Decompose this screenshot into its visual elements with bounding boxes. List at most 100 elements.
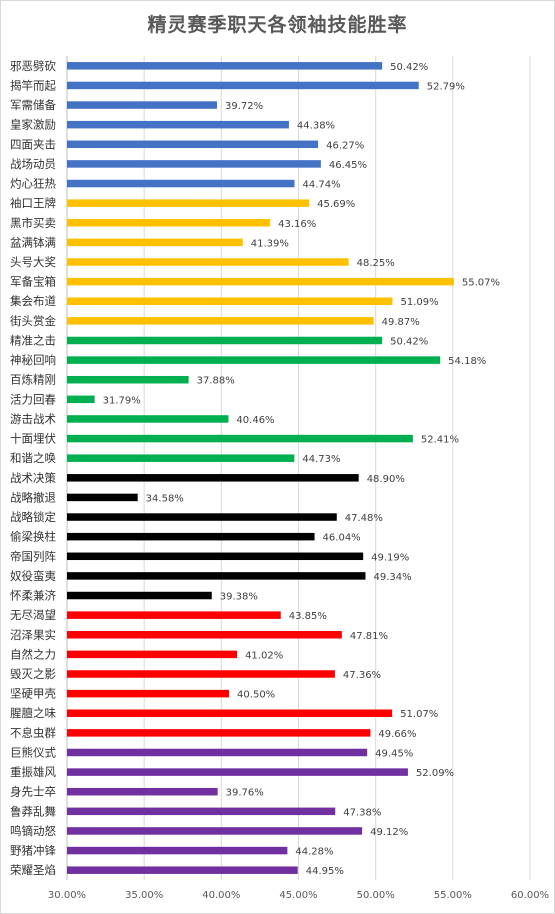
- bar: [67, 415, 229, 423]
- bar: [67, 670, 335, 678]
- category-label: 坚硬甲壳: [10, 687, 56, 701]
- category-label: 鸣镝动怒: [10, 824, 56, 838]
- category-label: 不息虫群: [10, 726, 56, 740]
- x-tick-label: 40.00%: [202, 890, 240, 901]
- category-label: 战略锁定: [10, 510, 56, 524]
- category-label: 腥膻之味: [10, 706, 56, 720]
- bar: [67, 375, 189, 384]
- data-label: 31.79%: [103, 395, 141, 406]
- category-label: 野猪冲锋: [10, 844, 56, 858]
- category-label: 活力回春: [10, 392, 56, 406]
- category-label: 重振雄风: [10, 765, 56, 779]
- bar: [67, 101, 218, 109]
- category-label: 战略撤退: [10, 490, 56, 504]
- data-label: 39.76%: [226, 788, 264, 799]
- category-label: 巨熊仪式: [10, 745, 56, 759]
- bar: [67, 454, 295, 462]
- category-label: 百炼精刚: [10, 373, 56, 387]
- category-label: 袖口王牌: [10, 196, 56, 210]
- data-label: 46.04%: [323, 533, 361, 544]
- category-label: 战术决策: [10, 471, 56, 485]
- data-label: 49.45%: [375, 748, 413, 759]
- data-label: 46.27%: [326, 140, 364, 151]
- data-label: 44.95%: [306, 866, 344, 877]
- category-label: 荣耀圣焰: [10, 863, 56, 877]
- data-label: 55.07%: [462, 278, 500, 289]
- category-label: 十面埋伏: [10, 432, 56, 446]
- bar: [67, 179, 295, 188]
- category-label: 沼泽果实: [10, 628, 56, 642]
- category-label: 帝国列阵: [10, 549, 56, 563]
- x-tick-label: 35.00%: [125, 890, 163, 901]
- category-label: 怀柔兼济: [10, 589, 56, 603]
- category-label: 黑市买卖: [10, 216, 56, 230]
- data-label: 39.72%: [225, 101, 263, 112]
- bar: [67, 317, 374, 325]
- data-label: 52.79%: [427, 81, 465, 92]
- bar: [67, 219, 271, 227]
- data-label: 44.38%: [297, 121, 335, 132]
- data-label: 48.90%: [367, 474, 405, 485]
- bar: [67, 277, 454, 286]
- bar: [67, 729, 371, 737]
- category-label: 头号大奖: [10, 255, 56, 269]
- data-label: 51.09%: [400, 297, 438, 308]
- data-label: 51.07%: [400, 709, 438, 720]
- bar: [67, 689, 230, 698]
- data-label: 47.48%: [345, 513, 383, 524]
- data-label: 43.85%: [289, 611, 327, 622]
- bar: [67, 807, 336, 816]
- data-label: 49.87%: [382, 317, 420, 328]
- category-label: 游击战术: [10, 412, 56, 426]
- data-label: 44.74%: [302, 180, 340, 191]
- bar: [67, 160, 321, 168]
- bar: [67, 395, 95, 404]
- bar: [67, 709, 393, 717]
- category-label: 偷梁换柱: [10, 530, 56, 544]
- category-label: 军需储备: [10, 98, 56, 112]
- bar: [67, 140, 319, 149]
- bar: [67, 199, 310, 207]
- x-tick-label: 60.00%: [511, 890, 549, 901]
- data-label: 49.12%: [370, 827, 408, 838]
- bar: [67, 846, 288, 855]
- category-label: 毁灭之影: [10, 667, 56, 681]
- bar: [67, 258, 349, 266]
- bar: [67, 62, 383, 70]
- data-label: 47.36%: [343, 670, 381, 681]
- category-label: 神秘回响: [10, 353, 56, 367]
- bar: [67, 532, 315, 541]
- data-label: 37.88%: [197, 376, 235, 387]
- data-label: 50.42%: [390, 336, 428, 347]
- data-label: 40.46%: [236, 415, 274, 426]
- data-label: 47.81%: [350, 631, 388, 642]
- data-label: 54.18%: [448, 356, 486, 367]
- bar: [67, 611, 281, 619]
- bar: [67, 552, 364, 561]
- bar: [67, 768, 408, 776]
- category-label: 战场动员: [10, 157, 56, 171]
- x-tick-label: 30.00%: [48, 890, 86, 901]
- data-label: 49.66%: [378, 729, 416, 740]
- bar: [67, 650, 238, 659]
- category-label: 无尽渴望: [10, 608, 56, 622]
- bar: [67, 748, 368, 757]
- category-label: 揭竿而起: [10, 78, 56, 92]
- x-tick-label: 50.00%: [357, 890, 395, 901]
- data-label: 48.25%: [357, 258, 395, 269]
- data-label: 49.34%: [373, 572, 411, 583]
- category-label: 邪恶劈砍: [10, 59, 56, 73]
- data-label: 52.41%: [421, 435, 459, 446]
- category-label: 街头赏金: [10, 314, 56, 328]
- bar: [67, 787, 218, 796]
- category-label: 精准之击: [10, 333, 56, 347]
- data-label: 52.09%: [416, 768, 454, 779]
- bar: [67, 591, 212, 600]
- bar: [67, 434, 413, 443]
- category-label: 身先士卒: [10, 785, 56, 799]
- category-label: 鲁莽乱舞: [10, 804, 56, 818]
- data-label: 41.02%: [245, 650, 283, 661]
- category-label: 四面夹击: [10, 137, 56, 151]
- data-label: 45.69%: [317, 199, 355, 210]
